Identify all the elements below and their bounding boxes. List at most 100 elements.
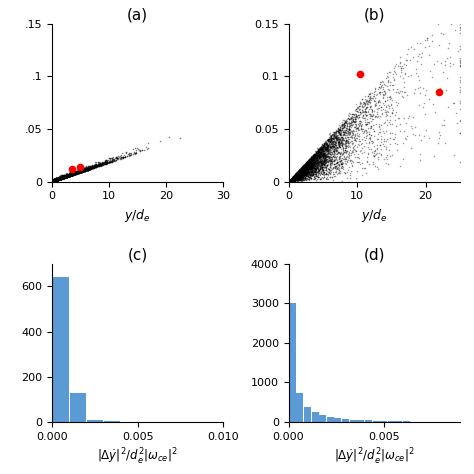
- Point: [60, 173, 68, 181]
- Point: [307, 155, 315, 162]
- Point: [95, 161, 102, 168]
- Point: [290, 173, 297, 181]
- Point: [320, 158, 328, 165]
- Point: [59, 173, 66, 181]
- Point: [53, 176, 60, 183]
- Point: [56, 174, 64, 182]
- Point: [64, 172, 72, 180]
- Point: [365, 90, 373, 97]
- Point: [75, 169, 83, 176]
- Point: [51, 176, 58, 184]
- Point: [53, 175, 61, 182]
- Point: [304, 168, 311, 176]
- Point: [315, 152, 323, 159]
- Point: [64, 173, 72, 180]
- Point: [54, 175, 61, 183]
- Point: [306, 164, 314, 172]
- Point: [76, 167, 83, 175]
- Point: [337, 161, 345, 168]
- Point: [285, 177, 293, 185]
- Point: [64, 172, 72, 180]
- Point: [413, 57, 420, 65]
- Point: [399, 155, 407, 163]
- Point: [305, 157, 312, 165]
- Point: [305, 175, 313, 183]
- Point: [88, 164, 95, 171]
- Point: [96, 162, 103, 169]
- Point: [297, 165, 305, 173]
- Point: [312, 150, 319, 157]
- Point: [67, 171, 74, 179]
- Point: [311, 166, 319, 174]
- Point: [290, 173, 297, 180]
- Point: [67, 170, 74, 177]
- Point: [72, 169, 80, 176]
- Point: [416, 150, 424, 158]
- Point: [68, 171, 76, 179]
- Point: [301, 166, 308, 174]
- Point: [67, 171, 74, 179]
- Point: [59, 173, 67, 181]
- Point: [365, 145, 373, 153]
- Point: [302, 169, 310, 177]
- Point: [289, 173, 297, 181]
- Point: [335, 127, 342, 135]
- Point: [292, 170, 300, 177]
- Point: [53, 175, 60, 183]
- Point: [108, 157, 116, 165]
- Point: [303, 158, 311, 165]
- Point: [298, 171, 305, 178]
- Point: [51, 176, 58, 184]
- Point: [66, 171, 73, 178]
- Point: [299, 162, 307, 169]
- Point: [305, 157, 313, 164]
- Point: [307, 159, 314, 166]
- Point: [309, 153, 317, 161]
- Point: [306, 155, 313, 163]
- Point: [286, 177, 293, 184]
- Point: [286, 177, 293, 184]
- Point: [96, 160, 103, 167]
- Point: [299, 167, 307, 175]
- Point: [51, 176, 58, 184]
- Point: [317, 151, 325, 159]
- Point: [49, 178, 57, 185]
- Point: [421, 110, 428, 118]
- Point: [68, 170, 75, 178]
- Point: [72, 170, 79, 177]
- Point: [113, 154, 121, 161]
- Point: [58, 174, 65, 182]
- Point: [68, 171, 76, 178]
- Point: [300, 167, 307, 175]
- Point: [285, 177, 293, 185]
- Point: [51, 177, 59, 184]
- Point: [311, 151, 319, 158]
- Point: [314, 151, 322, 158]
- Point: [291, 172, 299, 180]
- Point: [338, 159, 346, 167]
- Point: [337, 139, 344, 146]
- Point: [386, 116, 393, 123]
- Point: [52, 175, 60, 183]
- Point: [81, 167, 88, 174]
- Point: [290, 174, 297, 182]
- Point: [51, 176, 58, 183]
- Point: [343, 127, 350, 134]
- Point: [315, 160, 323, 168]
- Point: [428, 37, 436, 45]
- Point: [287, 176, 295, 183]
- Point: [333, 128, 340, 135]
- Point: [53, 175, 60, 183]
- Point: [84, 165, 92, 173]
- Point: [51, 176, 59, 184]
- Point: [339, 155, 346, 163]
- Point: [293, 170, 301, 178]
- Point: [70, 170, 78, 178]
- Point: [53, 176, 60, 183]
- Point: [72, 169, 80, 177]
- Point: [310, 153, 317, 160]
- Point: [101, 157, 109, 165]
- Point: [125, 149, 133, 157]
- Point: [310, 157, 317, 165]
- Point: [292, 172, 300, 179]
